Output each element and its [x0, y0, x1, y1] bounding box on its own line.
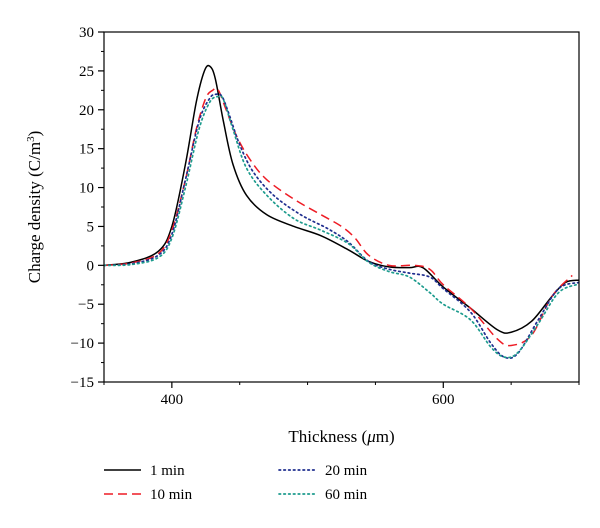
y-tick-label: −10: [71, 336, 94, 352]
y-axis-label-text: Charge density (C/m: [25, 142, 44, 283]
axis-ticks: −15 −10 −5 0 5 10 15 20 25 30 400 600: [71, 25, 580, 408]
x-axis-label: Thickness (μm): [288, 427, 394, 446]
y-tick-label: 25: [79, 64, 94, 80]
y-tick-label: 5: [87, 219, 95, 235]
series-line-3: [104, 93, 579, 360]
x-tick-label: 400: [161, 392, 184, 408]
y-axis-label: Charge density (C/m3): [25, 131, 44, 284]
y-tick-label: −15: [71, 375, 94, 391]
plot-frame: [103, 31, 580, 383]
y-tick-label: −5: [78, 297, 94, 313]
legend-label-3: 20 min: [325, 463, 368, 479]
legend: 1 min 10 min 20 min 60 min: [104, 463, 368, 503]
x-axis-label-unit: m): [376, 427, 395, 446]
plot-area: [104, 64, 579, 360]
y-tick-label: 10: [79, 181, 94, 197]
x-tick-label: 600: [432, 392, 455, 408]
y-tick-label: 30: [79, 25, 94, 41]
legend-label-4: 60 min: [325, 487, 368, 503]
y-tick-label: 20: [79, 103, 94, 119]
x-axis-label-mu: μ: [366, 427, 376, 446]
y-axis-label-superscript: 3: [25, 136, 37, 142]
x-axis-label-text: Thickness (: [288, 427, 367, 446]
legend-label-1: 1 min: [150, 463, 185, 479]
y-tick-label: 0: [87, 258, 95, 274]
series-line-4: [104, 95, 579, 359]
y-tick-label: 15: [79, 142, 94, 158]
y-axis-label-close: ): [25, 131, 44, 137]
legend-label-2: 10 min: [150, 487, 193, 503]
series-line-1: [104, 64, 579, 334]
